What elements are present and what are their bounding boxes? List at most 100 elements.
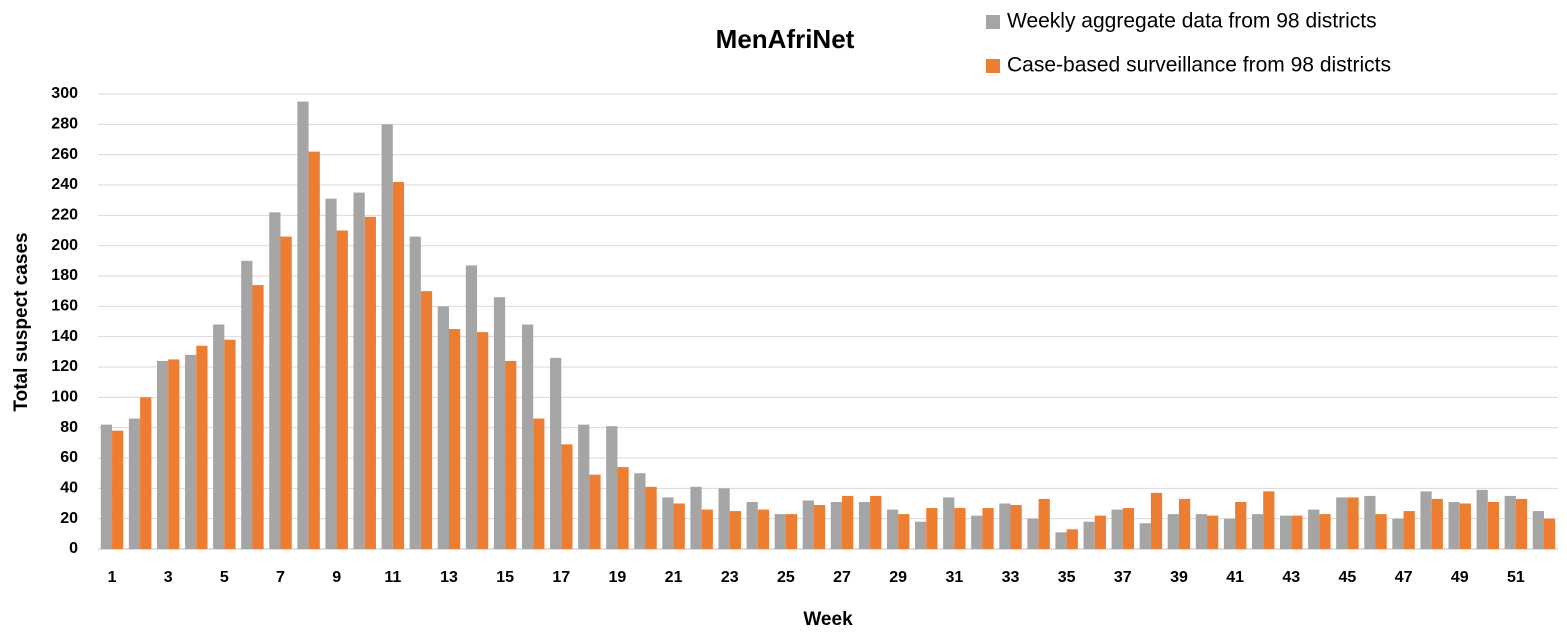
bar bbox=[477, 332, 489, 549]
bar bbox=[842, 495, 854, 549]
bar bbox=[645, 486, 657, 549]
bar bbox=[156, 360, 169, 549]
x-tick-label: 47 bbox=[1395, 569, 1413, 586]
bar bbox=[954, 508, 966, 549]
bar bbox=[662, 497, 674, 549]
bar bbox=[533, 418, 545, 549]
bar bbox=[999, 503, 1011, 549]
x-tick-label: 45 bbox=[1339, 569, 1357, 586]
x-tick-label: 13 bbox=[440, 569, 458, 586]
bar bbox=[1375, 514, 1387, 549]
x-tick-label: 51 bbox=[1507, 569, 1525, 586]
bar bbox=[1504, 495, 1516, 549]
bar bbox=[420, 291, 433, 549]
bar bbox=[886, 509, 899, 549]
x-tick-label: 37 bbox=[1114, 569, 1132, 586]
x-tick-label: 11 bbox=[384, 569, 401, 586]
bar bbox=[858, 501, 871, 549]
bar bbox=[128, 418, 141, 549]
bar bbox=[437, 306, 449, 549]
bar bbox=[1066, 529, 1078, 549]
bar bbox=[409, 236, 421, 550]
y-tick-label: 300 bbox=[51, 85, 78, 102]
bar bbox=[813, 505, 826, 549]
x-tick-label: 41 bbox=[1226, 569, 1244, 586]
bar bbox=[589, 474, 601, 549]
x-tick-label: 43 bbox=[1282, 569, 1300, 586]
x-tick-label: 29 bbox=[889, 569, 907, 586]
bar bbox=[606, 426, 618, 549]
bar bbox=[1515, 498, 1528, 549]
y-tick-label: 100 bbox=[51, 389, 78, 406]
bar bbox=[1235, 501, 1247, 549]
x-tick-label: 5 bbox=[220, 569, 229, 586]
x-tick-label: 19 bbox=[609, 569, 627, 586]
bar bbox=[269, 212, 281, 550]
bar bbox=[1010, 505, 1022, 549]
x-tick-label: 3 bbox=[164, 569, 173, 586]
bar bbox=[617, 467, 629, 549]
bar bbox=[982, 508, 994, 549]
x-tick-label: 21 bbox=[665, 569, 683, 586]
bar bbox=[971, 515, 983, 549]
y-tick-label: 220 bbox=[51, 207, 78, 224]
bar bbox=[493, 297, 506, 549]
bar bbox=[364, 216, 376, 549]
y-tick-label: 60 bbox=[60, 449, 78, 466]
bar bbox=[1167, 514, 1179, 549]
bar bbox=[1038, 498, 1050, 549]
bar bbox=[1403, 511, 1415, 549]
bar bbox=[1364, 495, 1376, 549]
y-tick-label: 240 bbox=[51, 176, 78, 193]
bar bbox=[757, 509, 770, 549]
bar bbox=[112, 430, 124, 549]
bar bbox=[1420, 491, 1432, 549]
bar bbox=[690, 486, 702, 549]
bar bbox=[634, 473, 646, 549]
bar bbox=[1207, 515, 1219, 549]
bar bbox=[943, 497, 955, 549]
bar bbox=[1448, 501, 1460, 549]
bar bbox=[1291, 515, 1303, 549]
x-tick-label: 17 bbox=[552, 569, 570, 586]
x-tick-label: 39 bbox=[1170, 569, 1188, 586]
bar bbox=[1347, 497, 1359, 549]
bar bbox=[701, 509, 713, 549]
bar bbox=[1223, 518, 1236, 549]
bar bbox=[381, 124, 393, 549]
y-tick-label: 260 bbox=[51, 146, 78, 163]
bar bbox=[1195, 514, 1208, 549]
y-tick-label: 200 bbox=[51, 237, 78, 254]
x-axis-label: Week bbox=[803, 609, 853, 630]
x-tick-label: 15 bbox=[496, 569, 514, 586]
bar bbox=[392, 181, 405, 549]
bar bbox=[1476, 489, 1488, 549]
bar bbox=[168, 359, 180, 549]
bar bbox=[1150, 492, 1163, 549]
x-tick-label: 9 bbox=[332, 569, 341, 586]
bar bbox=[1487, 501, 1500, 549]
bar bbox=[185, 354, 197, 549]
x-tick-label: 1 bbox=[108, 569, 117, 586]
bar bbox=[336, 230, 348, 549]
bar bbox=[1319, 514, 1331, 549]
y-tick-label: 280 bbox=[51, 116, 78, 133]
bar bbox=[353, 192, 365, 550]
bar bbox=[241, 260, 253, 549]
bar bbox=[729, 511, 741, 549]
bar bbox=[465, 265, 478, 549]
y-tick-label: 20 bbox=[60, 510, 78, 527]
y-tick-label: 160 bbox=[51, 298, 78, 315]
bar bbox=[1280, 515, 1292, 549]
x-tick-label: 7 bbox=[276, 569, 285, 586]
bar bbox=[100, 424, 113, 549]
bar bbox=[802, 500, 814, 549]
bar bbox=[297, 101, 309, 549]
bar bbox=[505, 360, 517, 549]
bar bbox=[1543, 518, 1556, 549]
bar bbox=[140, 397, 152, 549]
bar bbox=[746, 501, 758, 549]
y-tick-label: 180 bbox=[51, 267, 78, 284]
y-tick-label: 140 bbox=[51, 328, 78, 345]
y-tick-label: 0 bbox=[69, 540, 78, 557]
